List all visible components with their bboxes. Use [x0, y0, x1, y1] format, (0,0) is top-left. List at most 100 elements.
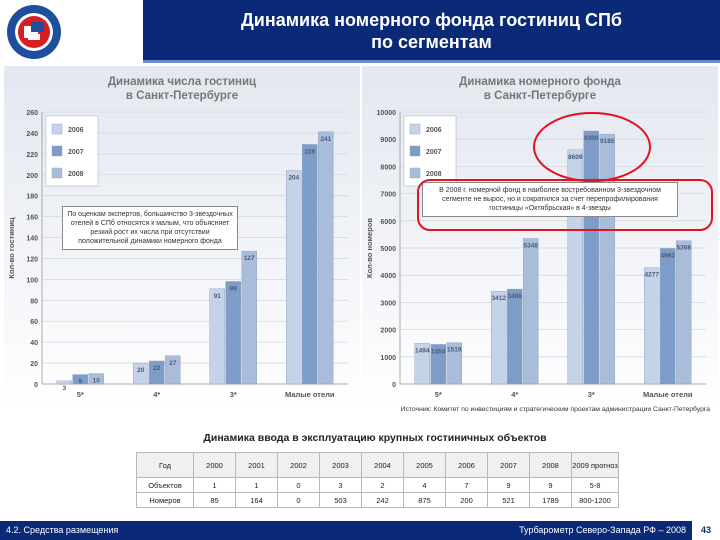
chart-title-line1: Динамика номерного фонда — [459, 76, 621, 88]
table-header-year: 2006 — [445, 452, 488, 478]
y-tick-label: 0 — [392, 382, 396, 389]
y-tick-label: 1000 — [380, 355, 396, 362]
table-header-year: 2002 — [277, 452, 320, 478]
data-label: 10 — [93, 378, 101, 385]
table-header-year: 2007 — [487, 452, 530, 478]
legend-swatch — [409, 145, 421, 157]
legend-swatch — [51, 123, 63, 135]
bar — [523, 238, 539, 385]
legend-entry: 2007 — [68, 149, 84, 156]
y-tick-label: 100 — [26, 277, 38, 284]
footer: 4.2. Средства размещения Турбарометр Сев… — [0, 521, 720, 540]
bar — [507, 288, 523, 385]
table-cell: 875 — [403, 492, 446, 508]
table-cell: 4 — [403, 477, 446, 493]
table-row-label: Номеров — [136, 492, 194, 508]
y-tick-label: 180 — [26, 194, 38, 201]
data-label: 8609 — [568, 154, 583, 161]
table-cell: 1 — [193, 477, 236, 493]
y-tick-label: 220 — [26, 152, 38, 159]
hotels-count-chart: Динамика числа гостиниц в Санкт-Петербур… — [4, 66, 360, 410]
category-label: Малые отели — [643, 390, 693, 399]
data-label: 3488 — [508, 293, 523, 300]
bar — [165, 355, 181, 385]
table-cell: 85 — [193, 492, 236, 508]
data-label: 98 — [230, 285, 238, 292]
data-label: 91 — [214, 293, 222, 300]
table-header-year: 2000 — [193, 452, 236, 478]
chart-title-line2: в Санкт-Петербурге — [125, 90, 239, 102]
category-label: 5* — [435, 390, 442, 399]
y-tick-label: 3000 — [380, 300, 396, 307]
source-note: Источник: Комитет по инвестициям и страт… — [400, 406, 710, 413]
footer-source: Турбарометр Северо-Запада РФ – 2008 — [519, 525, 686, 535]
legend-entry: 2007 — [426, 149, 442, 156]
y-tick-label: 6000 — [380, 219, 396, 226]
bar — [302, 144, 318, 385]
rooms-stock-plot: 0 1000 2000 3000 4000 5000 6000 7000 8000 9000 100… — [365, 110, 706, 399]
bar — [430, 344, 446, 385]
bar — [660, 248, 676, 385]
bar — [446, 342, 462, 385]
y-tick-label: 5000 — [380, 246, 396, 253]
data-label: 20 — [137, 367, 145, 374]
category-label: 4* — [153, 390, 160, 399]
legend-swatch — [409, 123, 421, 135]
table-header-row: Год 2000 2001 2002 2003 2004 2005 2006 2… — [136, 452, 619, 478]
table-cell: 164 — [235, 492, 278, 508]
intro-table-title: Динамика ввода в эксплуатацию крупных го… — [203, 432, 547, 444]
table-header-year: 2003 — [319, 452, 362, 478]
table-cell: 1 — [235, 477, 278, 493]
association-logo-icon — [7, 5, 61, 59]
bar — [644, 267, 660, 385]
y-tick-label: 160 — [26, 215, 38, 222]
data-label: 127 — [244, 255, 255, 262]
bar — [88, 373, 104, 385]
table-row-label: Объектов — [136, 477, 194, 493]
data-label: 3 — [62, 385, 66, 392]
y-tick-label: 2000 — [380, 328, 396, 335]
bar — [225, 281, 241, 385]
rooms-callout: В 2008 г. номерной фонд в наиболее востр… — [422, 182, 678, 217]
data-label: 229 — [304, 148, 315, 155]
bar — [72, 374, 88, 385]
data-label: 1519 — [447, 347, 462, 354]
legend-entry: 2008 — [68, 171, 84, 178]
data-label: 5348 — [524, 243, 539, 250]
category-label: 5* — [77, 390, 84, 399]
y-tick-label: 240 — [26, 131, 38, 138]
legend-swatch — [51, 145, 63, 157]
table-header-label: Год — [136, 452, 194, 478]
table-cell: 242 — [361, 492, 404, 508]
experts-callout: По оценкам экспертов, большинство 3-звез… — [62, 206, 238, 250]
y-tick-label: 8000 — [380, 164, 396, 171]
table-cell: 9 — [529, 477, 572, 493]
slide-title-line2: по сегментам — [371, 32, 492, 52]
data-label: 9 — [78, 379, 82, 386]
legend-swatch — [409, 167, 421, 179]
table-cell: 0 — [277, 492, 320, 508]
category-label: 4* — [511, 390, 518, 399]
table-cell: 2 — [361, 477, 404, 493]
table-cell: 0 — [277, 477, 320, 493]
y-tick-label: 0 — [34, 382, 38, 389]
slide-title: Динамика номерного фонда гостиниц СПб по… — [143, 0, 720, 60]
bar — [491, 290, 507, 385]
chart-title-line1: Динамика числа гостиниц — [107, 76, 257, 88]
y-tick-label: 9000 — [380, 137, 396, 144]
table-header-year: 2001 — [235, 452, 278, 478]
table-cell: 7 — [445, 477, 488, 493]
data-label: 5268 — [677, 245, 692, 252]
y-tick-label: 4000 — [380, 273, 396, 280]
table-cell: 800-1200 — [571, 492, 619, 508]
data-label: 4983 — [661, 252, 676, 259]
category-label: Малые отели — [285, 390, 335, 399]
table-cell: 3 — [319, 477, 362, 493]
footer-section: 4.2. Средства размещения — [6, 525, 119, 535]
y-tick-label: 120 — [26, 256, 38, 263]
y-tick-label: 80 — [30, 298, 38, 305]
chart-title-line2: в Санкт-Петербурге — [483, 90, 597, 102]
bar — [318, 131, 334, 385]
y-tick-label: 200 — [26, 173, 38, 180]
hotels-count-plot: 0 20 40 60 80 100 120 140 160 180 200 220 240 260 Кол-… — [7, 110, 348, 399]
